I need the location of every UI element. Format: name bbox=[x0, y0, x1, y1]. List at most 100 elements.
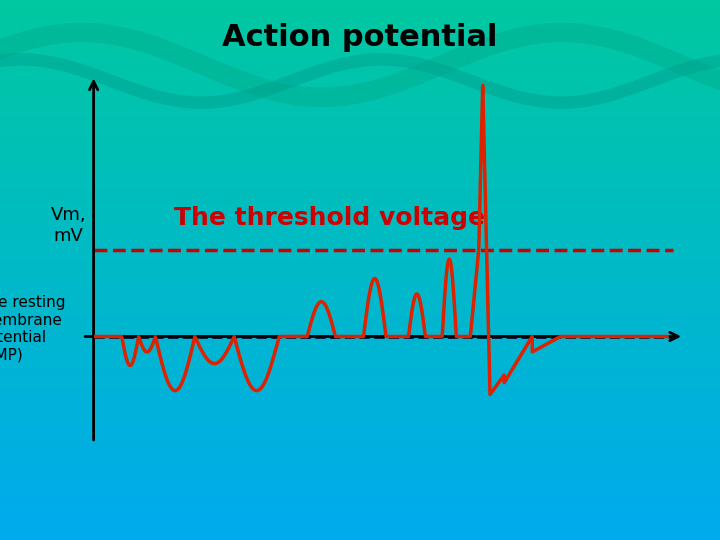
Bar bbox=[0, 369, 720, 372]
Bar bbox=[0, 141, 720, 144]
Bar bbox=[0, 295, 720, 298]
Bar bbox=[0, 491, 720, 494]
Bar bbox=[0, 240, 720, 242]
Bar bbox=[0, 23, 720, 25]
Bar bbox=[0, 135, 720, 137]
Bar bbox=[0, 42, 720, 44]
Bar bbox=[0, 344, 720, 346]
Bar bbox=[0, 82, 720, 84]
Bar bbox=[0, 325, 720, 327]
Bar bbox=[0, 312, 720, 314]
Bar bbox=[0, 354, 720, 356]
Bar bbox=[0, 393, 720, 394]
Bar bbox=[0, 70, 720, 72]
Bar bbox=[0, 538, 720, 540]
Bar bbox=[0, 105, 720, 107]
Bar bbox=[0, 102, 720, 103]
Bar bbox=[0, 238, 720, 240]
Bar bbox=[0, 321, 720, 323]
Bar bbox=[0, 285, 720, 287]
Bar bbox=[0, 350, 720, 352]
Bar bbox=[0, 458, 720, 460]
Bar bbox=[0, 126, 720, 129]
Bar bbox=[0, 333, 720, 335]
Bar bbox=[0, 258, 720, 259]
Bar bbox=[0, 274, 720, 276]
Bar bbox=[0, 221, 720, 224]
Bar bbox=[0, 335, 720, 338]
Bar bbox=[0, 390, 720, 393]
Text: The resting
membrane
potential
(RMP): The resting membrane potential (RMP) bbox=[0, 295, 66, 362]
Bar bbox=[0, 38, 720, 40]
Bar bbox=[0, 314, 720, 316]
Bar bbox=[0, 372, 720, 373]
Bar bbox=[0, 97, 720, 99]
Bar bbox=[0, 487, 720, 489]
Bar bbox=[0, 489, 720, 491]
Bar bbox=[0, 470, 720, 472]
Bar bbox=[0, 25, 720, 28]
Bar bbox=[0, 91, 720, 93]
Bar bbox=[0, 327, 720, 329]
Bar bbox=[0, 152, 720, 154]
Bar bbox=[0, 123, 720, 124]
Bar bbox=[0, 57, 720, 59]
Bar bbox=[0, 68, 720, 70]
Bar bbox=[0, 517, 720, 519]
Bar bbox=[0, 424, 720, 426]
Bar bbox=[0, 525, 720, 528]
Bar bbox=[0, 329, 720, 331]
Bar bbox=[0, 211, 720, 213]
Bar bbox=[0, 181, 720, 184]
Text: Vm,
mV: Vm, mV bbox=[50, 206, 86, 245]
Bar bbox=[0, 215, 720, 217]
Bar bbox=[0, 198, 720, 200]
Bar bbox=[0, 405, 720, 407]
Bar bbox=[0, 331, 720, 333]
Bar bbox=[0, 200, 720, 202]
Bar bbox=[0, 498, 720, 500]
Bar bbox=[0, 531, 720, 534]
Bar bbox=[0, 103, 720, 105]
Bar bbox=[0, 502, 720, 504]
Bar bbox=[0, 479, 720, 481]
Bar bbox=[0, 264, 720, 266]
Bar bbox=[0, 40, 720, 42]
Bar bbox=[0, 298, 720, 300]
Bar bbox=[0, 417, 720, 420]
Bar bbox=[0, 32, 720, 33]
Bar bbox=[0, 226, 720, 228]
Bar bbox=[0, 433, 720, 435]
Bar bbox=[0, 228, 720, 230]
Bar bbox=[0, 0, 720, 2]
Bar bbox=[0, 310, 720, 312]
Bar bbox=[0, 414, 720, 416]
Bar bbox=[0, 289, 720, 291]
Bar bbox=[0, 359, 720, 361]
Bar bbox=[0, 158, 720, 160]
Bar bbox=[0, 33, 720, 36]
Bar bbox=[0, 146, 720, 147]
Bar bbox=[0, 78, 720, 80]
Bar bbox=[0, 504, 720, 507]
Bar bbox=[0, 86, 720, 89]
Bar bbox=[0, 380, 720, 382]
Bar bbox=[0, 11, 720, 12]
Bar bbox=[0, 361, 720, 363]
Bar bbox=[0, 116, 720, 118]
Bar bbox=[0, 291, 720, 293]
Bar bbox=[0, 234, 720, 237]
Bar bbox=[0, 367, 720, 369]
Bar bbox=[0, 17, 720, 19]
Bar bbox=[0, 147, 720, 150]
Bar bbox=[0, 179, 720, 181]
Bar bbox=[0, 15, 720, 17]
Bar bbox=[0, 409, 720, 411]
Bar bbox=[0, 272, 720, 274]
Bar bbox=[0, 323, 720, 325]
Bar bbox=[0, 217, 720, 219]
Bar bbox=[0, 472, 720, 475]
Bar bbox=[0, 375, 720, 377]
Bar bbox=[0, 150, 720, 152]
Bar bbox=[0, 386, 720, 388]
